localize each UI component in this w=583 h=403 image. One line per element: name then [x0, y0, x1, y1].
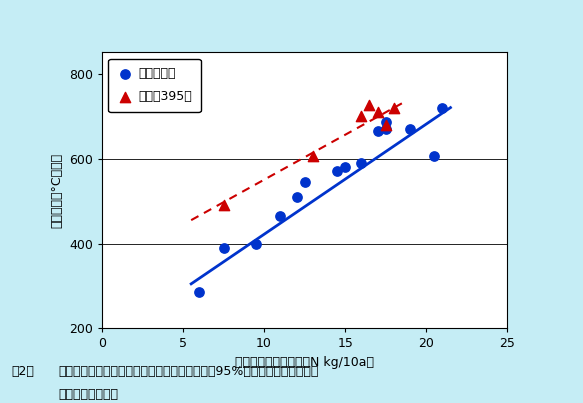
べこあおば — [300, 179, 309, 185]
べこあおば — [405, 126, 415, 132]
べこあおば — [438, 104, 447, 111]
べこあおば — [373, 128, 382, 134]
べこあおば — [332, 168, 342, 174]
べこあおば — [381, 119, 391, 126]
べこあおば — [381, 126, 391, 132]
Text: 図2: 図2 — [12, 365, 34, 378]
べこあおば — [276, 213, 285, 219]
奥羽飼395号 — [389, 104, 398, 111]
奥羽飼395号 — [308, 153, 317, 160]
奥羽飼395号 — [219, 202, 228, 208]
奥羽飼395号 — [381, 121, 391, 128]
Y-axis label: 積算気温（°C・日）: 積算気温（°C・日） — [51, 153, 64, 228]
奥羽飼395号 — [365, 102, 374, 109]
べこあおば — [251, 240, 261, 247]
奥羽飼395号 — [373, 109, 382, 115]
べこあおば — [340, 164, 350, 170]
X-axis label: 収穫期の窒素吸充量（N kg/10a）: 収穫期の窒素吸充量（N kg/10a） — [235, 356, 374, 369]
Legend: べこあおば, 奥羽飼395号: べこあおば, 奥羽飼395号 — [108, 59, 201, 112]
べこあおば — [430, 153, 439, 160]
奥羽飼395号 — [357, 113, 366, 119]
べこあおば — [195, 289, 204, 295]
べこあおば — [219, 245, 228, 251]
Text: 気温の変化の関係: 気温の変化の関係 — [58, 388, 118, 401]
べこあおば — [292, 193, 301, 200]
べこあおば — [357, 160, 366, 166]
Text: 飼料用イネの窒素吸充量と、出穂から水分含量95%に低下するまでの積算: 飼料用イネの窒素吸充量と、出穂から水分含量95%に低下するまでの積算 — [58, 365, 319, 378]
